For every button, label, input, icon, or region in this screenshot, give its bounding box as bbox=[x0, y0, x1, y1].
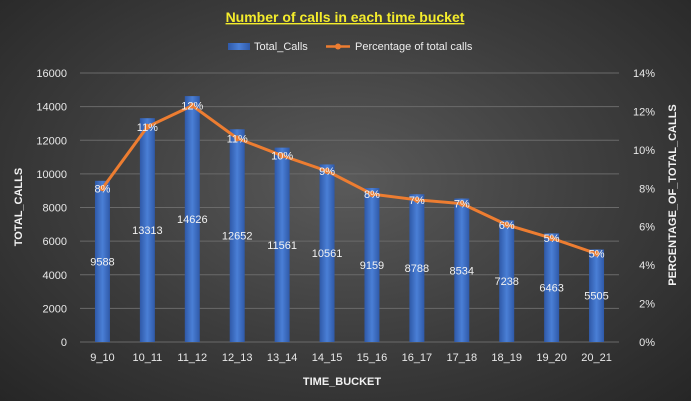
percentage-label: 5% bbox=[589, 249, 605, 261]
legend-line-marker bbox=[335, 43, 341, 50]
percentage-label: 11% bbox=[137, 122, 158, 134]
percentage-label: 12% bbox=[181, 101, 203, 113]
right-axis: 0% 2% 4% 6% 8% 10% 12% 14% bbox=[633, 68, 655, 349]
y2-tick-label: 12% bbox=[633, 106, 655, 118]
x-axis-title: TIME_BUCKET bbox=[303, 376, 382, 388]
bar bbox=[544, 233, 560, 342]
x-tick-label: 19_20 bbox=[536, 352, 567, 364]
percentage-label: 11% bbox=[227, 133, 248, 145]
y2-tick-label: 6% bbox=[639, 222, 655, 234]
y2-tick-label: 0% bbox=[639, 337, 655, 349]
x-tick-label: 13_14 bbox=[267, 352, 298, 364]
bar bbox=[94, 180, 110, 342]
bar bbox=[139, 118, 155, 342]
percentage-label: 5% bbox=[544, 233, 560, 245]
percentage-point bbox=[503, 221, 510, 228]
bar-value-label: 7238 bbox=[494, 276, 518, 288]
percentage-point bbox=[279, 152, 286, 159]
bar-value-label: 10561 bbox=[312, 248, 343, 260]
bar bbox=[454, 198, 470, 342]
percentage-point bbox=[593, 250, 600, 257]
bar-value-label: 13313 bbox=[132, 225, 163, 237]
percentage-point bbox=[458, 200, 465, 207]
percentage-label: 8% bbox=[95, 183, 111, 195]
percentage-point bbox=[324, 167, 331, 174]
x-tick-label: 20_21 bbox=[581, 352, 612, 364]
y-tick-label: 16000 bbox=[36, 68, 67, 80]
y-tick-label: 2000 bbox=[43, 303, 67, 315]
bar bbox=[184, 96, 200, 342]
legend: Total_Calls Percentage of total calls bbox=[228, 41, 473, 53]
percentage-line bbox=[101, 104, 598, 256]
y-tick-label: 10000 bbox=[36, 169, 67, 181]
y-tick-label: 6000 bbox=[43, 236, 67, 248]
bar-value-label: 12652 bbox=[222, 231, 253, 243]
y-axis-title: TOTAL_CALLS bbox=[13, 168, 25, 246]
bar-data-labels: 9588 13313 14626 12652 11561 10561 9159 8788 853… bbox=[90, 214, 609, 303]
percentage-label: 8% bbox=[364, 189, 380, 201]
chart-title: Number of calls in each time bucket bbox=[226, 9, 465, 25]
bar-series bbox=[94, 96, 605, 342]
percentage-label: 6% bbox=[499, 220, 515, 232]
y-tick-label: 8000 bbox=[43, 203, 67, 215]
bar bbox=[364, 188, 380, 342]
bar-value-label: 5505 bbox=[584, 291, 608, 303]
bar bbox=[274, 147, 290, 342]
gridlines bbox=[80, 72, 619, 343]
y2-axis-title: PERCENTAGE_OF_TOTAL_CALLS bbox=[667, 104, 679, 286]
y-tick-label: 4000 bbox=[43, 270, 67, 282]
x-tick-label: 16_17 bbox=[402, 352, 433, 364]
bar bbox=[229, 129, 245, 342]
bar bbox=[319, 164, 335, 342]
bar-value-label: 8534 bbox=[450, 265, 474, 277]
percentage-label: 10% bbox=[271, 151, 293, 163]
bar bbox=[499, 220, 515, 342]
percentage-point bbox=[234, 135, 241, 142]
y2-tick-label: 10% bbox=[633, 145, 655, 157]
percentage-point bbox=[144, 123, 151, 130]
y-tick-label: 12000 bbox=[36, 135, 67, 147]
x-tick-label: 15_16 bbox=[357, 352, 388, 364]
percentage-point bbox=[189, 102, 196, 109]
y-tick-label: 14000 bbox=[36, 102, 67, 114]
y-tick-label: 0 bbox=[61, 337, 67, 349]
x-tick-label: 11_12 bbox=[177, 352, 207, 364]
legend-bar-swatch bbox=[228, 43, 250, 50]
bar-value-label: 9159 bbox=[360, 260, 384, 272]
line-series: 8% 11% 12% 11% 10% 9% 8% 7% 7% 6% 5% 5% bbox=[95, 101, 605, 261]
bar-value-label: 6463 bbox=[539, 283, 563, 295]
left-axis: 0 2000 4000 6000 8000 10000 12000 14000 16000 bbox=[36, 68, 67, 349]
bar bbox=[409, 194, 425, 342]
percentage-point bbox=[368, 191, 375, 198]
x-axis: 9_10 10_11 11_12 12_13 13_14 14_15 15_16 16_17 1… bbox=[90, 352, 612, 364]
percentage-label: 9% bbox=[319, 166, 335, 178]
y2-tick-label: 14% bbox=[633, 68, 655, 80]
bar bbox=[589, 249, 605, 342]
percentage-label: 7% bbox=[409, 195, 425, 207]
percentage-point bbox=[413, 196, 420, 203]
percentage-label: 7% bbox=[454, 199, 470, 211]
y2-tick-label: 2% bbox=[639, 299, 655, 311]
x-tick-label: 12_13 bbox=[222, 352, 253, 364]
legend-line-label: Percentage of total calls bbox=[355, 41, 473, 53]
bar-value-label: 11561 bbox=[267, 240, 297, 252]
bar-value-label: 8788 bbox=[405, 263, 429, 275]
percentage-point bbox=[548, 235, 555, 242]
percentage-point bbox=[99, 185, 106, 192]
x-tick-label: 9_10 bbox=[90, 352, 114, 364]
bar-value-label: 14626 bbox=[177, 214, 208, 226]
bar-value-label: 9588 bbox=[90, 256, 114, 268]
x-tick-label: 10_11 bbox=[132, 352, 162, 364]
y2-tick-label: 8% bbox=[639, 183, 655, 195]
y2-tick-label: 4% bbox=[639, 260, 655, 272]
x-tick-label: 14_15 bbox=[312, 352, 343, 364]
x-tick-label: 17_18 bbox=[446, 352, 477, 364]
legend-bar-label: Total_Calls bbox=[254, 41, 308, 53]
x-tick-label: 18_19 bbox=[491, 352, 522, 364]
